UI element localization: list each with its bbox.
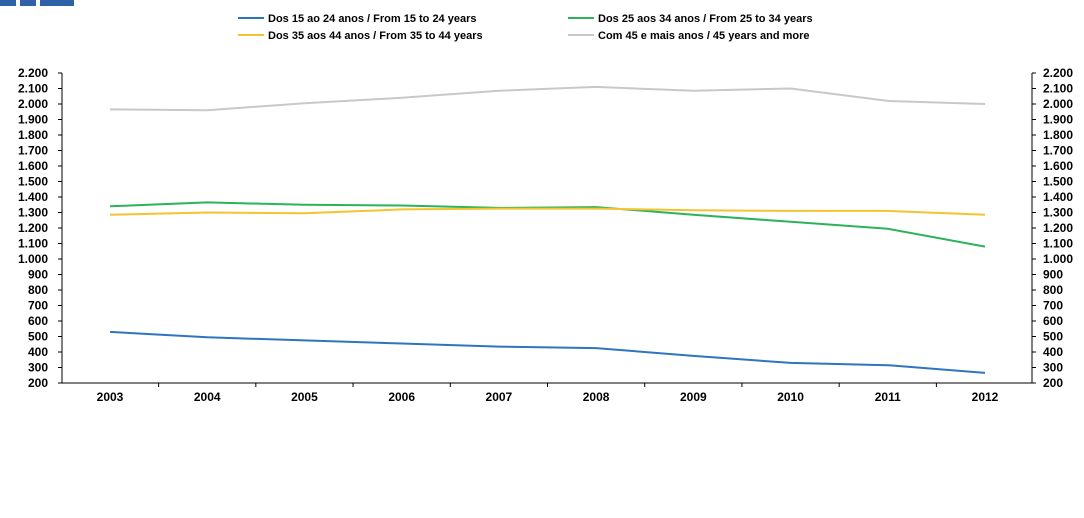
logo-mark-2 (20, 0, 36, 6)
y-tick-label-right: 200 (1043, 376, 1063, 390)
y-tick-label-right: 1.800 (1043, 128, 1073, 142)
y-tick-label-left: 300 (28, 361, 48, 375)
series-line-1 (109, 330, 986, 374)
x-tick-label: 2004 (194, 390, 221, 404)
y-tick-label-right: 600 (1043, 314, 1063, 328)
logo-mark-1 (0, 0, 16, 6)
y-tick-label-right: 800 (1043, 283, 1063, 297)
y-tick-label-right: 1.000 (1043, 252, 1073, 266)
y-tick-label-right: 1.100 (1043, 237, 1073, 251)
y-tick-label-left: 1.000 (18, 252, 48, 266)
x-tick-label: 2006 (388, 390, 415, 404)
y-tick-label-left: 1.100 (18, 237, 48, 251)
y-tick-label-left: 700 (28, 299, 48, 313)
y-tick-label-left: 400 (28, 345, 48, 359)
legend: Dos 15 ao 24 anos / From 15 to 24 years D… (238, 13, 813, 42)
legend-label: Dos 35 aos 44 anos / From 35 to 44 years (268, 30, 483, 42)
x-tick-label: 2010 (777, 390, 804, 404)
x-tick-label: 2009 (680, 390, 707, 404)
y-tick-label-right: 700 (1043, 299, 1063, 313)
x-tick-label: 2003 (97, 390, 124, 404)
y-tick-label-right: 1.300 (1043, 206, 1073, 220)
legend-label: Dos 25 aos 34 anos / From 25 to 34 years (598, 13, 813, 25)
logo-mark-3 (40, 0, 74, 6)
y-tick-label-left: 600 (28, 314, 48, 328)
y-tick-label-right: 2.200 (1043, 66, 1073, 80)
series-line-3 (109, 207, 986, 216)
y-tick-label-right: 400 (1043, 345, 1063, 359)
y-tick-label-left: 2.100 (18, 82, 48, 96)
x-tick-label: 2011 (875, 390, 901, 404)
x-tick-label: 2007 (486, 390, 513, 404)
y-tick-label-right: 1.700 (1043, 144, 1073, 158)
y-tick-label-right: 900 (1043, 268, 1063, 282)
y-tick-label-right: 1.900 (1043, 113, 1073, 127)
y-tick-label-left: 500 (28, 330, 48, 344)
y-tick-label-right: 1.200 (1043, 221, 1073, 235)
x-tick-label: 2005 (291, 390, 318, 404)
y-tick-label-left: 1.700 (18, 144, 48, 158)
y-tick-label-left: 2.000 (18, 97, 48, 111)
y-tick-label-left: 1.500 (18, 175, 48, 189)
y-tick-label-left: 1.900 (18, 113, 48, 127)
y-tick-label-left: 900 (28, 268, 48, 282)
y-tick-label-right: 1.400 (1043, 190, 1073, 204)
series-lines (109, 85, 986, 374)
y-tick-label-right: 1.500 (1043, 175, 1073, 189)
y-tick-label-left: 1.600 (18, 159, 48, 173)
y-tick-label-left: 800 (28, 283, 48, 297)
y-tick-label-right: 2.000 (1043, 97, 1073, 111)
series-line-4 (109, 85, 986, 112)
y-tick-label-left: 1.200 (18, 221, 48, 235)
legend-label: Com 45 e mais anos / 45 years and more (598, 30, 810, 42)
legend-label: Dos 15 ao 24 anos / From 15 to 24 years (268, 13, 476, 25)
y-tick-label-right: 300 (1043, 361, 1063, 375)
y-tick-label-left: 1.800 (18, 128, 48, 142)
y-tick-label-left: 200 (28, 376, 48, 390)
y-tick-label-left: 1.300 (18, 206, 48, 220)
x-tick-label: 2008 (583, 390, 610, 404)
x-tick-label: 2012 (972, 390, 999, 404)
y-tick-label-right: 1.600 (1043, 159, 1073, 173)
series-line-2 (109, 201, 986, 248)
y-tick-label-right: 500 (1043, 330, 1063, 344)
y-tick-label-left: 1.400 (18, 190, 48, 204)
y-tick-label-left: 2.200 (18, 66, 48, 80)
y-tick-label-right: 2.100 (1043, 82, 1073, 96)
